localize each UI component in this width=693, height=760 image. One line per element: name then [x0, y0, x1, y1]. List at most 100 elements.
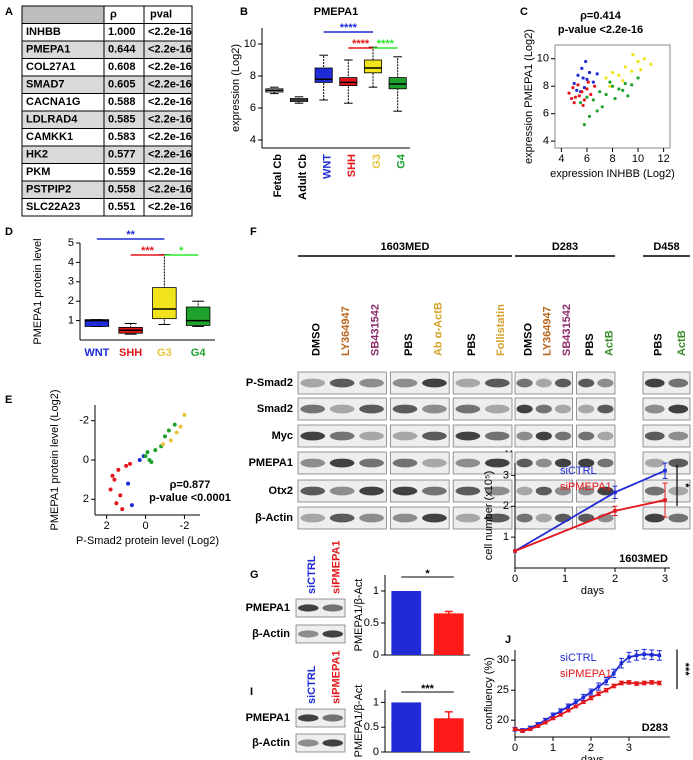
blot-band: [392, 404, 418, 414]
blot-panel: [642, 424, 691, 448]
bar: [391, 591, 422, 655]
point-marker: [520, 729, 525, 733]
point-marker: [528, 727, 532, 731]
x-axis-label: P-Smad2 protein level (Log2): [76, 535, 219, 547]
lane-label: siCTRL: [306, 665, 318, 704]
scatter-point: [578, 101, 583, 105]
box: [339, 77, 358, 86]
significance-label: ****: [352, 38, 370, 50]
blot-band: [297, 714, 319, 722]
x-tick-label: 6: [584, 153, 590, 165]
y-axis-label: PMEPA1 protein level: [32, 238, 44, 344]
point-marker: [535, 722, 540, 727]
scatter-point: [145, 450, 150, 455]
annotation: ρ=0.414: [580, 10, 622, 22]
point-marker: [558, 713, 563, 717]
scatter-point: [577, 94, 581, 98]
lane-label: ActB: [676, 330, 688, 356]
table-cell: CAMKK1: [26, 131, 73, 143]
point-marker: [642, 652, 646, 656]
legend-label: siPMEPA1: [560, 668, 612, 680]
y-tick-label: 4: [543, 135, 549, 147]
lane-label: LY364947: [542, 306, 554, 356]
blot-panel: [642, 506, 691, 530]
blot-band: [455, 378, 481, 388]
blot-row-label: β-Actin: [252, 628, 290, 640]
y-tick-label: 4: [250, 134, 256, 146]
point-marker: [613, 509, 617, 513]
box: [152, 287, 177, 320]
scatter-point: [587, 70, 592, 75]
lane-label: PBS: [653, 333, 665, 356]
blot-panel: [389, 479, 450, 503]
scatter-point: [642, 57, 647, 61]
annotation: ρ=0.877: [170, 479, 211, 491]
lane-label: PBS: [466, 333, 478, 356]
scatter-point: [589, 92, 593, 97]
blot-band: [554, 404, 572, 414]
panel-label: I: [250, 686, 253, 698]
y-axis-label: cell number (x10⁵): [483, 471, 495, 561]
scatter-point: [576, 73, 580, 77]
blot-band: [554, 513, 572, 523]
y-tick-label: 1: [503, 531, 509, 543]
legend-label: siCTRL: [560, 465, 597, 477]
blot-band: [597, 378, 614, 388]
scatter-point: [608, 80, 612, 84]
y-tick-label: 6: [250, 102, 256, 114]
y-tick-label: 10: [537, 53, 549, 65]
scatter-point: [626, 94, 630, 98]
significance-label: ****: [340, 22, 358, 34]
table-cell: 0.583: [108, 131, 136, 143]
blot-row-label: PMEPA1: [246, 712, 290, 724]
blot-band: [516, 458, 533, 468]
table-cell: <2.2e-16: [148, 79, 192, 91]
scatter-point: [613, 96, 617, 101]
lane-label: DMSO: [311, 323, 323, 356]
blot-band: [300, 458, 326, 468]
box: [314, 67, 333, 83]
y-tick-label: 0.5: [364, 721, 379, 733]
table-cell: 0.644: [108, 44, 136, 56]
blot-band: [329, 513, 355, 523]
legend-label: siCTRL: [560, 652, 597, 664]
scatter-point: [584, 59, 588, 64]
blot-band: [484, 378, 510, 388]
blot-panel: [389, 506, 450, 530]
blot-panel: [642, 371, 691, 395]
scatter-point: [137, 458, 142, 462]
table-cell: <2.2e-16: [148, 149, 192, 161]
table-cell: <2.2e-16: [148, 184, 192, 196]
x-tick-label: 10: [632, 153, 644, 165]
blot-band: [554, 458, 572, 468]
table-cell: 1.000: [108, 26, 136, 38]
scatter-point: [617, 73, 621, 77]
blot-band: [392, 486, 418, 496]
point-marker: [551, 713, 555, 718]
scatter-point: [174, 430, 179, 435]
scatter-point: [112, 477, 117, 482]
blot-panel: [452, 479, 513, 503]
scatter-point: [576, 83, 580, 87]
category-label: SHH: [346, 154, 358, 177]
point-marker: [566, 708, 570, 713]
scatter-point: [114, 501, 119, 506]
blot-panel: [295, 598, 346, 618]
lane-label: ActB: [603, 330, 615, 356]
blot-band: [297, 604, 319, 612]
scatter-point: [581, 76, 585, 80]
x-tick-label: 2: [612, 573, 618, 585]
blot-band: [578, 431, 595, 441]
blot-band: [359, 458, 384, 468]
point-marker: [543, 718, 548, 722]
x-axis-label: days: [581, 754, 605, 760]
scatter-point: [630, 69, 634, 73]
box: [388, 77, 407, 90]
blot-band: [516, 486, 533, 496]
line-series: [514, 653, 660, 732]
blot-band: [329, 486, 355, 496]
blot-panel: [576, 397, 616, 421]
bar: [433, 613, 464, 655]
lane-label: siPMEPA1: [331, 540, 343, 594]
point-marker: [613, 490, 617, 495]
